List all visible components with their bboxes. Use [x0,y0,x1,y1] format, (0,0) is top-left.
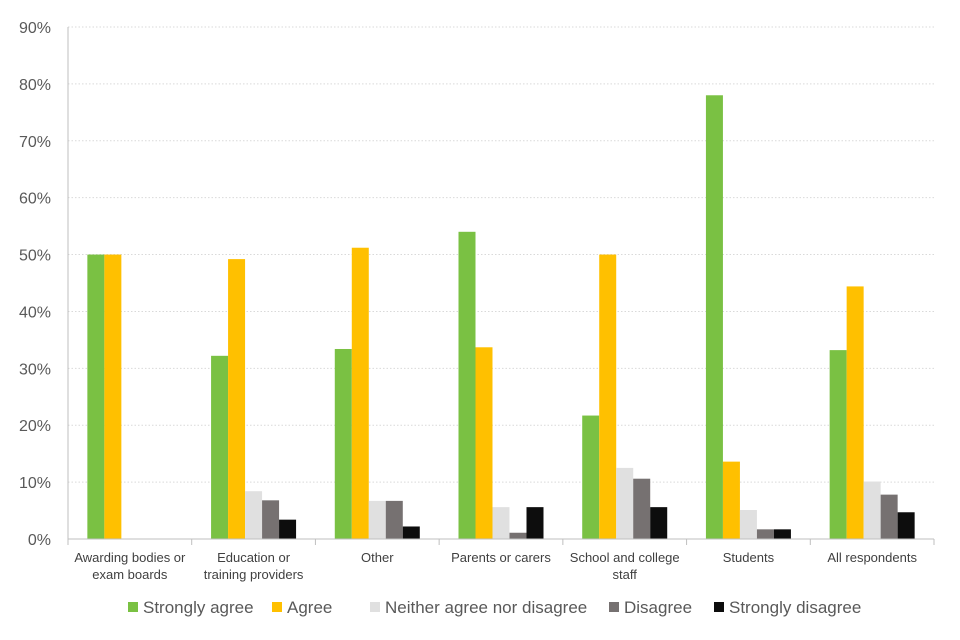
bar [599,254,617,540]
y-tick-label: 90% [19,20,51,37]
bar [863,481,881,539]
bar [334,348,352,539]
legend-label: Agree [287,598,332,617]
bar [756,529,774,539]
category-label: Awarding bodies or [74,550,186,565]
bar [582,415,600,539]
bar [368,500,386,539]
gridlines [68,26,934,483]
bar [402,526,420,539]
bar [650,507,668,539]
legend-swatch [609,602,619,612]
legend: Strongly agree Agree Neither agree nor dis… [128,598,861,617]
bar [211,355,229,539]
bar [773,529,791,539]
bar [351,247,369,539]
x-axis [67,27,935,545]
y-axis-ticks: 0% 10% 20% 30% 40% 50% 60% 70% 80% 90% [19,20,51,549]
y-tick-label: 30% [19,361,51,378]
category-label: exam boards [92,567,168,582]
bar [104,254,122,540]
bar [829,350,847,539]
bar [475,347,493,539]
category-label: Other [361,550,394,565]
y-tick-label: 20% [19,418,51,435]
bar [509,532,527,539]
bar [705,95,723,540]
bar [897,512,915,539]
bar [228,259,246,539]
legend-label: Disagree [624,598,692,617]
bar [87,254,105,540]
bar [722,461,740,539]
bar [385,500,403,539]
legend-label: Strongly agree [143,598,254,617]
y-tick-label: 50% [19,248,51,265]
bar [458,231,476,540]
y-tick-label: 0% [28,532,51,549]
category-label: School and college [570,550,680,565]
bars [87,95,915,540]
legend-label: Strongly disagree [729,598,861,617]
bar [279,519,297,539]
legend-swatch [272,602,282,612]
y-tick-label: 10% [19,475,51,492]
category-label: Students [723,550,775,565]
y-tick-label: 70% [19,134,51,151]
bar [846,286,864,539]
category-label: training providers [204,567,304,582]
category-labels: Awarding bodies or exam boards Education o… [74,550,917,582]
category-label: Parents or carers [451,550,551,565]
y-tick-label: 60% [19,191,51,208]
y-tick-label: 40% [19,304,51,321]
y-tick-label: 80% [19,77,51,94]
category-label: Education or [217,550,291,565]
bar [262,500,280,539]
category-label: staff [613,567,638,582]
bar [633,478,651,539]
bar [245,491,263,539]
legend-swatch [128,602,138,612]
bar [739,509,757,539]
legend-swatch [714,602,724,612]
category-label: All respondents [827,550,917,565]
legend-label: Neither agree nor disagree [385,598,587,617]
bar [492,507,510,539]
bar [880,494,898,539]
legend-swatch [370,602,380,612]
bar [616,467,634,539]
bar [526,507,544,539]
